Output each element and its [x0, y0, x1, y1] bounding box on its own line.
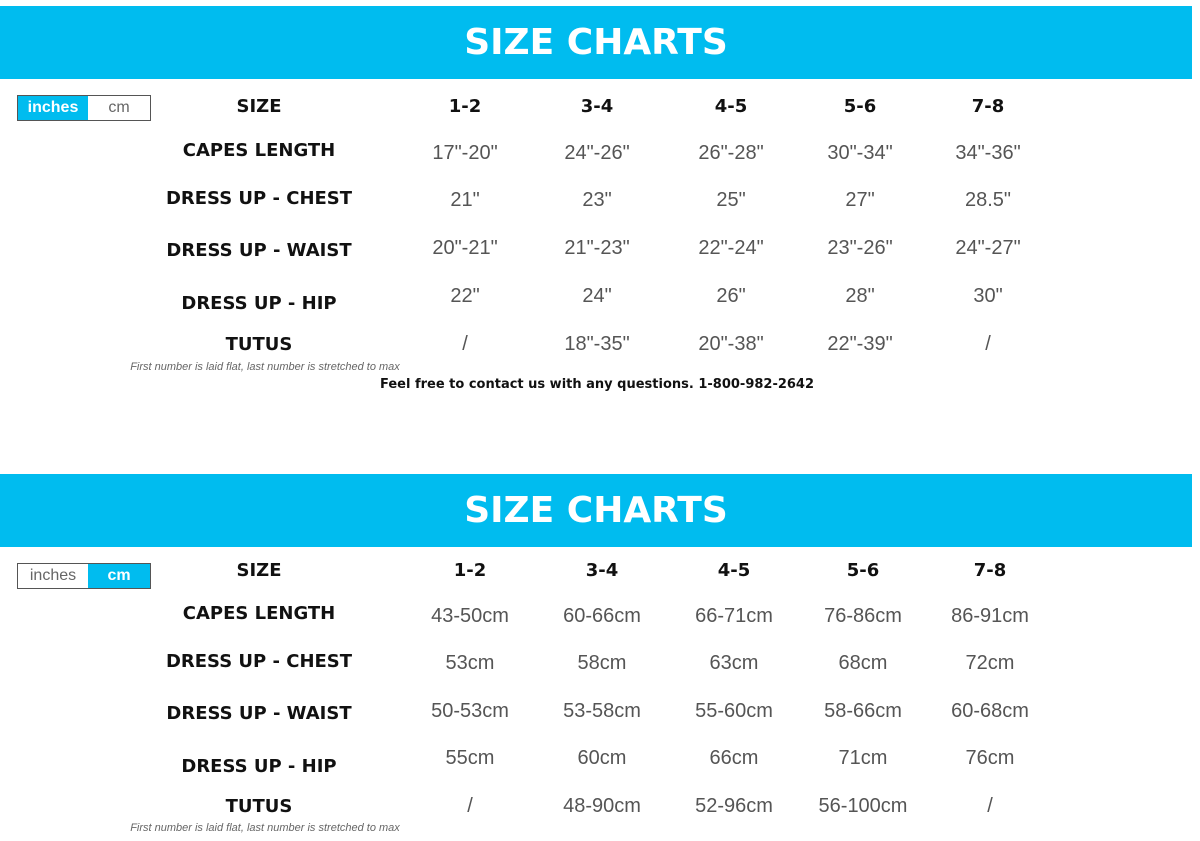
size-value: /	[462, 333, 468, 355]
size-value: 76cm	[965, 747, 1015, 769]
size-value: 66-71cm	[695, 605, 773, 627]
size-value: 53cm	[445, 652, 495, 674]
size-value: /	[985, 333, 991, 355]
size-header-label: SIZE	[236, 560, 282, 581]
size-value: 25"	[716, 189, 746, 211]
size-value: 21"	[450, 189, 480, 211]
row-label: DRESS UP - WAIST	[166, 240, 352, 261]
size-column-header: 1-2	[448, 96, 482, 117]
size-column-header: 3-4	[580, 96, 614, 117]
size-value: 28.5"	[964, 189, 1012, 211]
size-column-header: 1-2	[453, 560, 487, 581]
row-label: TUTUS	[225, 334, 293, 355]
size-value: 20"-21"	[432, 237, 498, 259]
unit-option-inches[interactable]: inches	[29, 567, 77, 584]
row-label: DRESS UP - CHEST	[165, 651, 353, 672]
size-value: 43-50cm	[431, 605, 509, 627]
banner-title: SIZE CHARTS	[0, 6, 1192, 79]
size-value: 56-100cm	[818, 795, 908, 817]
row-label: CAPES LENGTH	[182, 603, 336, 624]
row-label: DRESS UP - WAIST	[166, 703, 352, 724]
unit-toggle: inches cm	[17, 563, 151, 589]
size-column-header: 3-4	[585, 560, 619, 581]
size-value: 72cm	[965, 652, 1015, 674]
size-value: 76-86cm	[824, 605, 902, 627]
size-value: 53-58cm	[563, 700, 641, 722]
size-value: 48-90cm	[563, 795, 641, 817]
size-value: 60-68cm	[951, 700, 1029, 722]
size-value: 71cm	[838, 747, 888, 769]
size-value: 28"	[845, 285, 875, 307]
size-value: 58cm	[577, 652, 627, 674]
size-value: 23"-26"	[827, 237, 893, 259]
unit-option-inches[interactable]: inches	[18, 96, 88, 120]
size-value: 24"-27"	[955, 237, 1021, 259]
unit-option-cm[interactable]: cm	[88, 564, 150, 588]
size-value: 66cm	[709, 747, 759, 769]
size-value: 18"-35"	[564, 333, 630, 355]
size-column-header: 5-6	[843, 96, 877, 117]
row-label: DRESS UP - HIP	[181, 293, 337, 314]
size-value: 27"	[845, 189, 875, 211]
unit-toggle: inches cm	[17, 95, 151, 121]
contact-text: Feel free to contact us with any questio…	[379, 377, 815, 392]
unit-option-cm[interactable]: cm	[108, 99, 130, 116]
size-value: 86-91cm	[951, 605, 1029, 627]
size-value: 60cm	[577, 747, 627, 769]
size-value: 22"	[450, 285, 480, 307]
row-label: DRESS UP - CHEST	[165, 188, 353, 209]
size-column-header: 4-5	[717, 560, 751, 581]
size-value: 60-66cm	[563, 605, 641, 627]
size-header-label: SIZE	[236, 96, 282, 117]
size-value: 30"-34"	[827, 142, 893, 164]
size-value: 22"-39"	[827, 333, 893, 355]
row-label: TUTUS	[225, 796, 293, 817]
tutus-note: First number is laid flat, last number i…	[130, 361, 400, 373]
size-column-header: 4-5	[714, 96, 748, 117]
size-value: 22"-24"	[698, 237, 764, 259]
size-value: 23"	[582, 189, 612, 211]
tutus-note: First number is laid flat, last number i…	[130, 822, 400, 834]
size-value: 55-60cm	[695, 700, 773, 722]
size-value: 26"-28"	[698, 142, 764, 164]
size-value: 21"-23"	[564, 237, 630, 259]
size-value: 55cm	[445, 747, 495, 769]
size-value: 26"	[716, 285, 746, 307]
size-value: 58-66cm	[824, 700, 902, 722]
size-value: 52-96cm	[695, 795, 773, 817]
size-value: 20"-38"	[698, 333, 764, 355]
size-value: 63cm	[709, 652, 759, 674]
size-value: 34"-36"	[955, 142, 1021, 164]
size-column-header: 7-8	[973, 560, 1007, 581]
size-value: 30"	[973, 285, 1003, 307]
row-label: CAPES LENGTH	[182, 140, 336, 161]
size-column-header: 5-6	[846, 560, 880, 581]
size-value: 24"-26"	[564, 142, 630, 164]
row-label: DRESS UP - HIP	[181, 756, 337, 777]
size-value: 50-53cm	[431, 700, 509, 722]
size-value: 68cm	[838, 652, 888, 674]
size-value: 24"	[582, 285, 612, 307]
banner-title: SIZE CHARTS	[0, 474, 1192, 547]
size-column-header: 7-8	[971, 96, 1005, 117]
size-value: /	[467, 795, 473, 817]
size-value: /	[987, 795, 993, 817]
size-value: 17"-20"	[432, 142, 498, 164]
